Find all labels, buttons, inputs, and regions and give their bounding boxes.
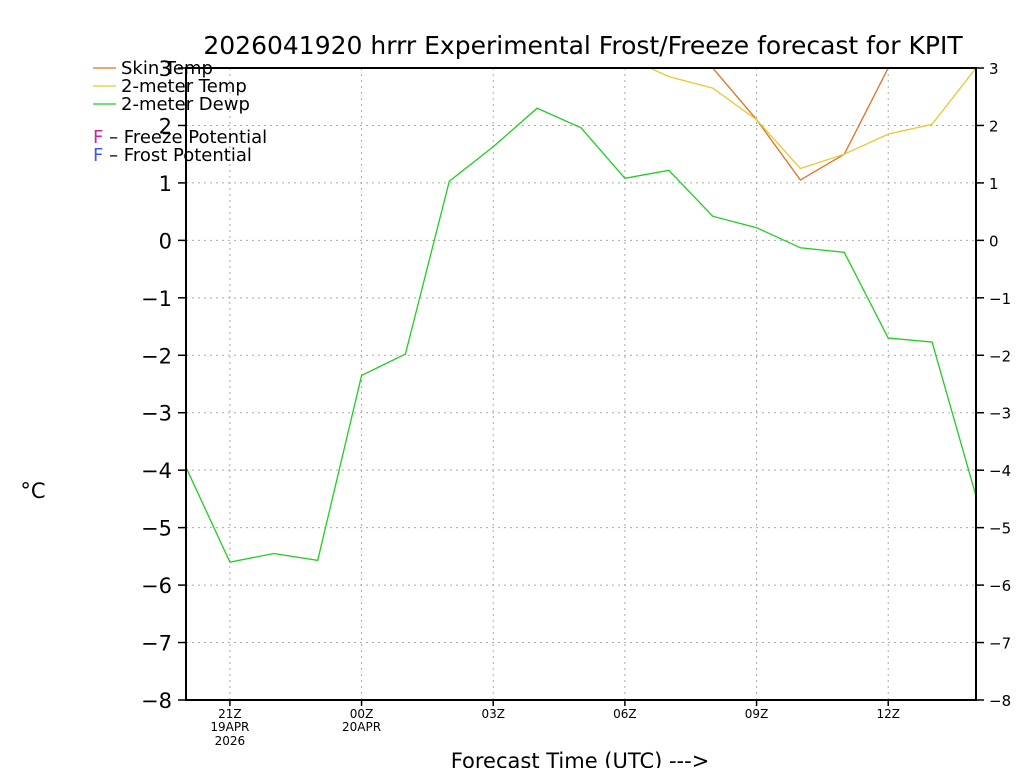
legend-freeze-potential-text: – Freeze Potential (103, 127, 267, 148)
series-line-2-meter-temp (648, 68, 976, 170)
y-tick-label-right: −5 (989, 520, 1011, 538)
y-tick-label-left: −4 (141, 459, 172, 483)
y-tick-label-left: 0 (159, 229, 172, 253)
x-tick-label: 21Z (218, 707, 242, 721)
plot-frame (185, 67, 977, 701)
chart-title: 2026041920 hrrr Experimental Frost/Freez… (203, 31, 963, 60)
legend-freeze-potential-marker: F (93, 127, 103, 148)
legend-frost-potential-marker: F (93, 145, 103, 166)
y-tick-label-left: 1 (159, 172, 172, 196)
y-tick-label-right: −4 (989, 462, 1011, 480)
y-tick-label-right: −7 (989, 635, 1011, 653)
x-tick-year: 2026 (215, 734, 246, 748)
y-tick-label-right: 1 (989, 175, 999, 193)
y-tick-label-left: −7 (141, 632, 172, 656)
y-tick-label-right: 0 (989, 232, 999, 250)
y-tick-label-right: −6 (989, 577, 1011, 595)
y-tick-label-right: −8 (989, 692, 1011, 710)
legend-frost-potential: F – Frost Potential (93, 145, 252, 166)
series-layer (186, 68, 976, 563)
y-axis-ticks: −8 −8 −7 −7 −6 −6 −5 −5 −4 −4 −3 −3 −2 −2 −1 −1 0 0 1 1 2 2 3 3 (141, 57, 1011, 713)
x-tick-label: 12Z (876, 707, 900, 721)
x-tick-label: 03Z (481, 707, 505, 721)
x-axis-label: Forecast Time (UTC) ---> (451, 749, 710, 768)
legend-frost-potential-text: – Frost Potential (103, 145, 252, 166)
legend-label: Skin Temp (121, 58, 213, 79)
legend-freeze-potential: F – Freeze Potential (93, 127, 267, 148)
y-tick-label-left: 3 (159, 57, 172, 81)
x-tick-label: 06Z (613, 707, 637, 721)
y-tick-label-left: 2 (159, 114, 172, 138)
y-tick-label-left: −3 (141, 402, 172, 426)
legend-label: 2-meter Temp (121, 76, 247, 97)
legend-label: 2-meter Dewp (121, 94, 250, 115)
series-line-skin-temp (711, 68, 889, 181)
y-tick-label-right: 2 (989, 117, 999, 135)
y-tick-label-right: −1 (989, 290, 1011, 308)
series-line-2-meter-dewp (186, 107, 976, 563)
y-tick-label-right: 3 (989, 60, 999, 78)
x-tick-date: 19APR (210, 720, 249, 734)
y-tick-label-right: −3 (989, 405, 1011, 423)
grid (186, 68, 976, 700)
x-tick-date: 20APR (342, 720, 381, 734)
y-tick-label-right: −2 (989, 347, 1011, 365)
y-tick-label-left: −2 (141, 344, 172, 368)
y-tick-label-left: −1 (141, 287, 172, 311)
x-tick-label: 09Z (745, 707, 769, 721)
y-tick-label-left: −6 (141, 574, 172, 598)
y-axis-label: °C (20, 479, 45, 503)
y-tick-label-left: −8 (141, 689, 172, 713)
y-tick-label-left: −5 (141, 517, 172, 541)
x-tick-label: 00Z (350, 707, 374, 721)
